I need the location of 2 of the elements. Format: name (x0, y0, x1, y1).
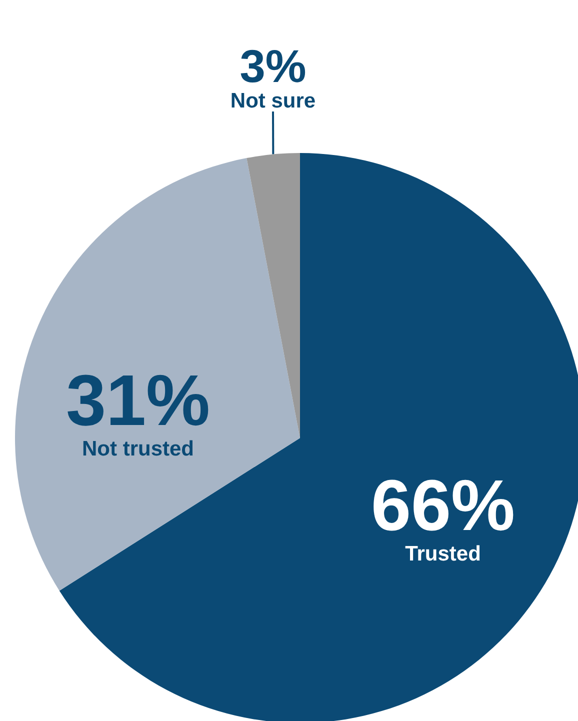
slice-label: Not sure (230, 90, 316, 112)
data-label: 3% (240, 40, 306, 92)
